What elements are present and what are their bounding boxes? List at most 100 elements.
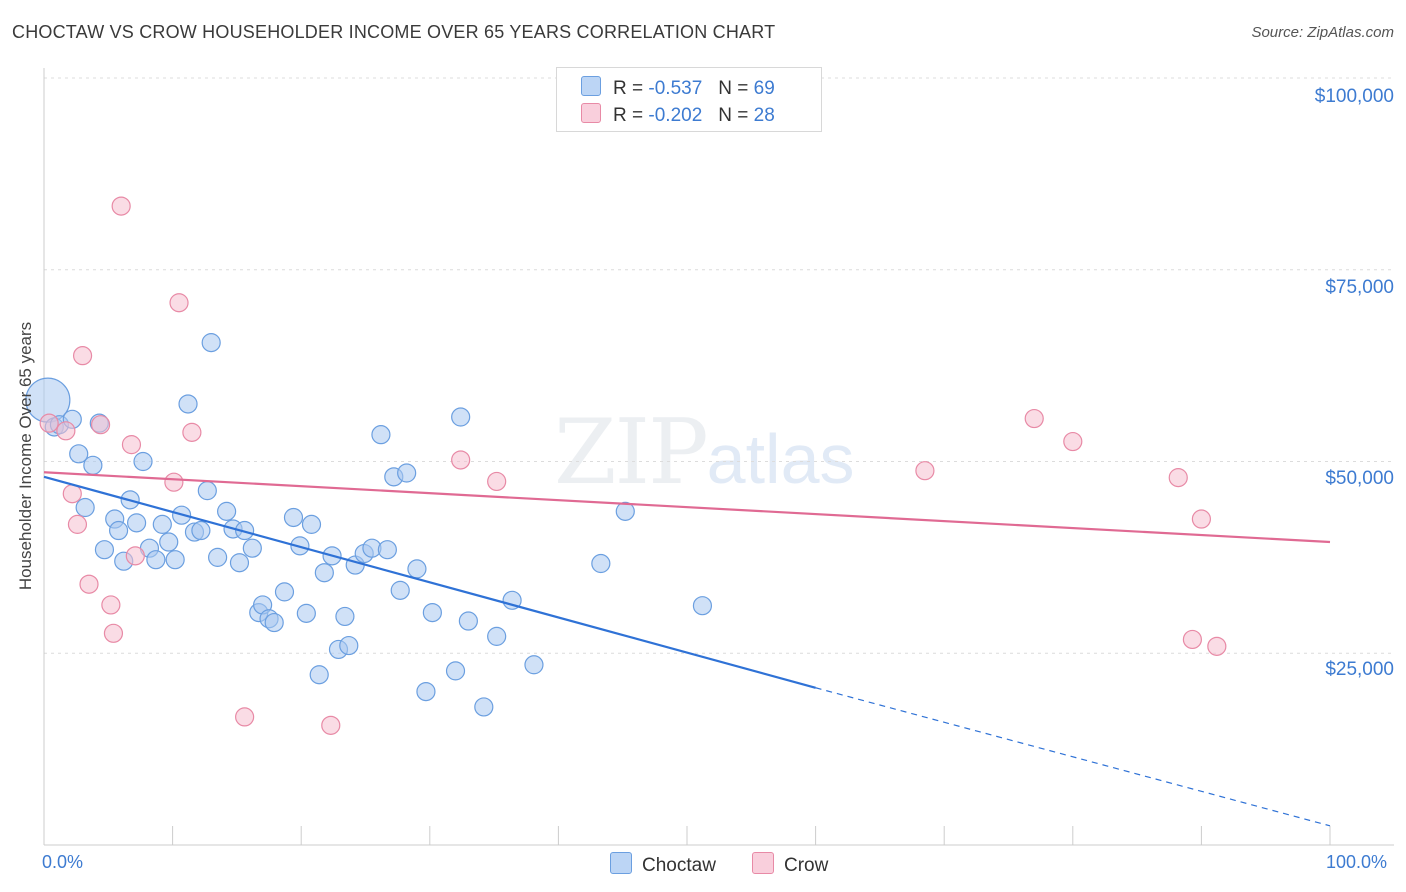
legend: R = -0.537 N = 69 R = -0.202 N = 28 [556, 67, 822, 132]
crow-point [182, 422, 202, 442]
choctaw-point [591, 553, 611, 574]
y-tick-label: $75,000 [1325, 277, 1394, 298]
choctaw-point [235, 520, 255, 541]
choctaw-point [397, 463, 417, 483]
bottom-legend-label: Choctaw [642, 855, 716, 876]
bottom-legend-crow: Crow [752, 852, 828, 877]
choctaw-point [75, 497, 95, 518]
choctaw-point [502, 590, 522, 610]
choctaw-point [458, 611, 478, 631]
bottom-legend-label: Crow [784, 855, 829, 876]
choctaw-point [487, 626, 507, 646]
crow-point [1024, 408, 1044, 429]
choctaw-point [371, 425, 391, 445]
crow-legend-icon [752, 852, 774, 874]
legend-n-label: N = [718, 78, 749, 99]
chart-title: CHOCTAW VS CROW HOUSEHOLDER INCOME OVER … [12, 22, 776, 42]
choctaw-trend-line-extension [815, 687, 1331, 827]
legend-n-value-crow: 28 [753, 105, 775, 126]
choctaw-legend-icon [610, 852, 632, 874]
choctaw-point [208, 547, 228, 567]
choctaw-point [390, 580, 410, 600]
crow-point [39, 413, 59, 433]
choctaw-point [339, 635, 359, 656]
y-tick-label: $25,000 [1325, 659, 1394, 680]
crow-point [169, 293, 189, 313]
crow-point [235, 707, 255, 727]
chart-source: Source: ZipAtlas.com [1251, 24, 1394, 41]
choctaw-point [274, 582, 295, 602]
crow-point [67, 514, 88, 534]
choctaw-point [83, 455, 103, 475]
choctaw-point [692, 596, 713, 616]
choctaw-point [126, 513, 147, 533]
y-axis-label: Householder Income Over 65 years [16, 321, 35, 591]
crow-point [90, 415, 111, 435]
choctaw-point [407, 559, 427, 579]
choctaw-point [178, 394, 198, 414]
choctaw-point [146, 550, 166, 570]
crow-point [487, 471, 507, 492]
watermark-atlas: atlas [706, 420, 855, 498]
choctaw-point [264, 612, 284, 633]
choctaw-point [242, 538, 262, 558]
choctaw-point [165, 550, 185, 570]
choctaw-swatch-icon [581, 76, 601, 96]
crow-point [1168, 468, 1188, 488]
x-tick-label: 0.0% [42, 852, 84, 872]
bottom-legend-choctaw: Choctaw [610, 852, 716, 877]
crow-point [1207, 636, 1227, 656]
crow-swatch-icon [581, 103, 601, 123]
crow-point [79, 574, 99, 594]
choctaw-point [197, 481, 217, 501]
crow-point [321, 715, 341, 735]
choctaw-point [377, 540, 397, 560]
choctaw-point [416, 681, 436, 702]
choctaw-point [335, 606, 355, 627]
crow-point [121, 435, 142, 455]
x-tick-label: 100.0% [1326, 852, 1388, 872]
choctaw-point [108, 520, 129, 541]
crow-point [164, 472, 184, 492]
legend-n-label: N = [718, 105, 749, 126]
choctaw-point [133, 451, 153, 472]
legend-row-crow: R = -0.202 N = 28 [581, 103, 775, 127]
choctaw-point [524, 655, 544, 675]
crow-point [125, 546, 145, 566]
choctaw-point [201, 333, 221, 353]
choctaw-point [445, 661, 466, 681]
choctaw-point [159, 532, 179, 552]
choctaw-point [296, 603, 316, 623]
choctaw-point [615, 501, 635, 521]
choctaw-point [283, 507, 304, 528]
crow-point [1182, 629, 1202, 650]
crow-trend-line [43, 471, 1331, 544]
crow-point [101, 595, 121, 615]
crow-point [103, 623, 124, 643]
crow-point [1191, 509, 1212, 529]
choctaw-point [309, 665, 329, 685]
choctaw-point [229, 553, 250, 573]
choctaw-point [191, 520, 211, 541]
choctaw-trend-line [43, 475, 816, 689]
crow-point [72, 346, 93, 366]
watermark: ZIPatlas [554, 400, 855, 505]
crow-point [56, 421, 76, 441]
choctaw-point [94, 540, 115, 560]
legend-r-value-crow: -0.202 [648, 105, 703, 126]
crow-point [1063, 431, 1083, 452]
legend-n-value-choctaw: 69 [753, 78, 775, 99]
crow-point [111, 196, 131, 216]
legend-r-label: R = [613, 105, 644, 126]
legend-r-value-choctaw: -0.537 [648, 78, 703, 99]
choctaw-point [69, 444, 89, 464]
choctaw-point [301, 514, 322, 534]
y-tick-label: $50,000 [1325, 468, 1394, 489]
crow-point [451, 450, 471, 470]
legend-row-choctaw: R = -0.537 N = 69 [581, 76, 775, 100]
legend-r-label: R = [613, 78, 644, 99]
choctaw-point [474, 697, 494, 717]
choctaw-point [217, 501, 237, 521]
watermark-zip: ZIP [554, 400, 709, 505]
y-tick-label: $100,000 [1314, 86, 1394, 107]
